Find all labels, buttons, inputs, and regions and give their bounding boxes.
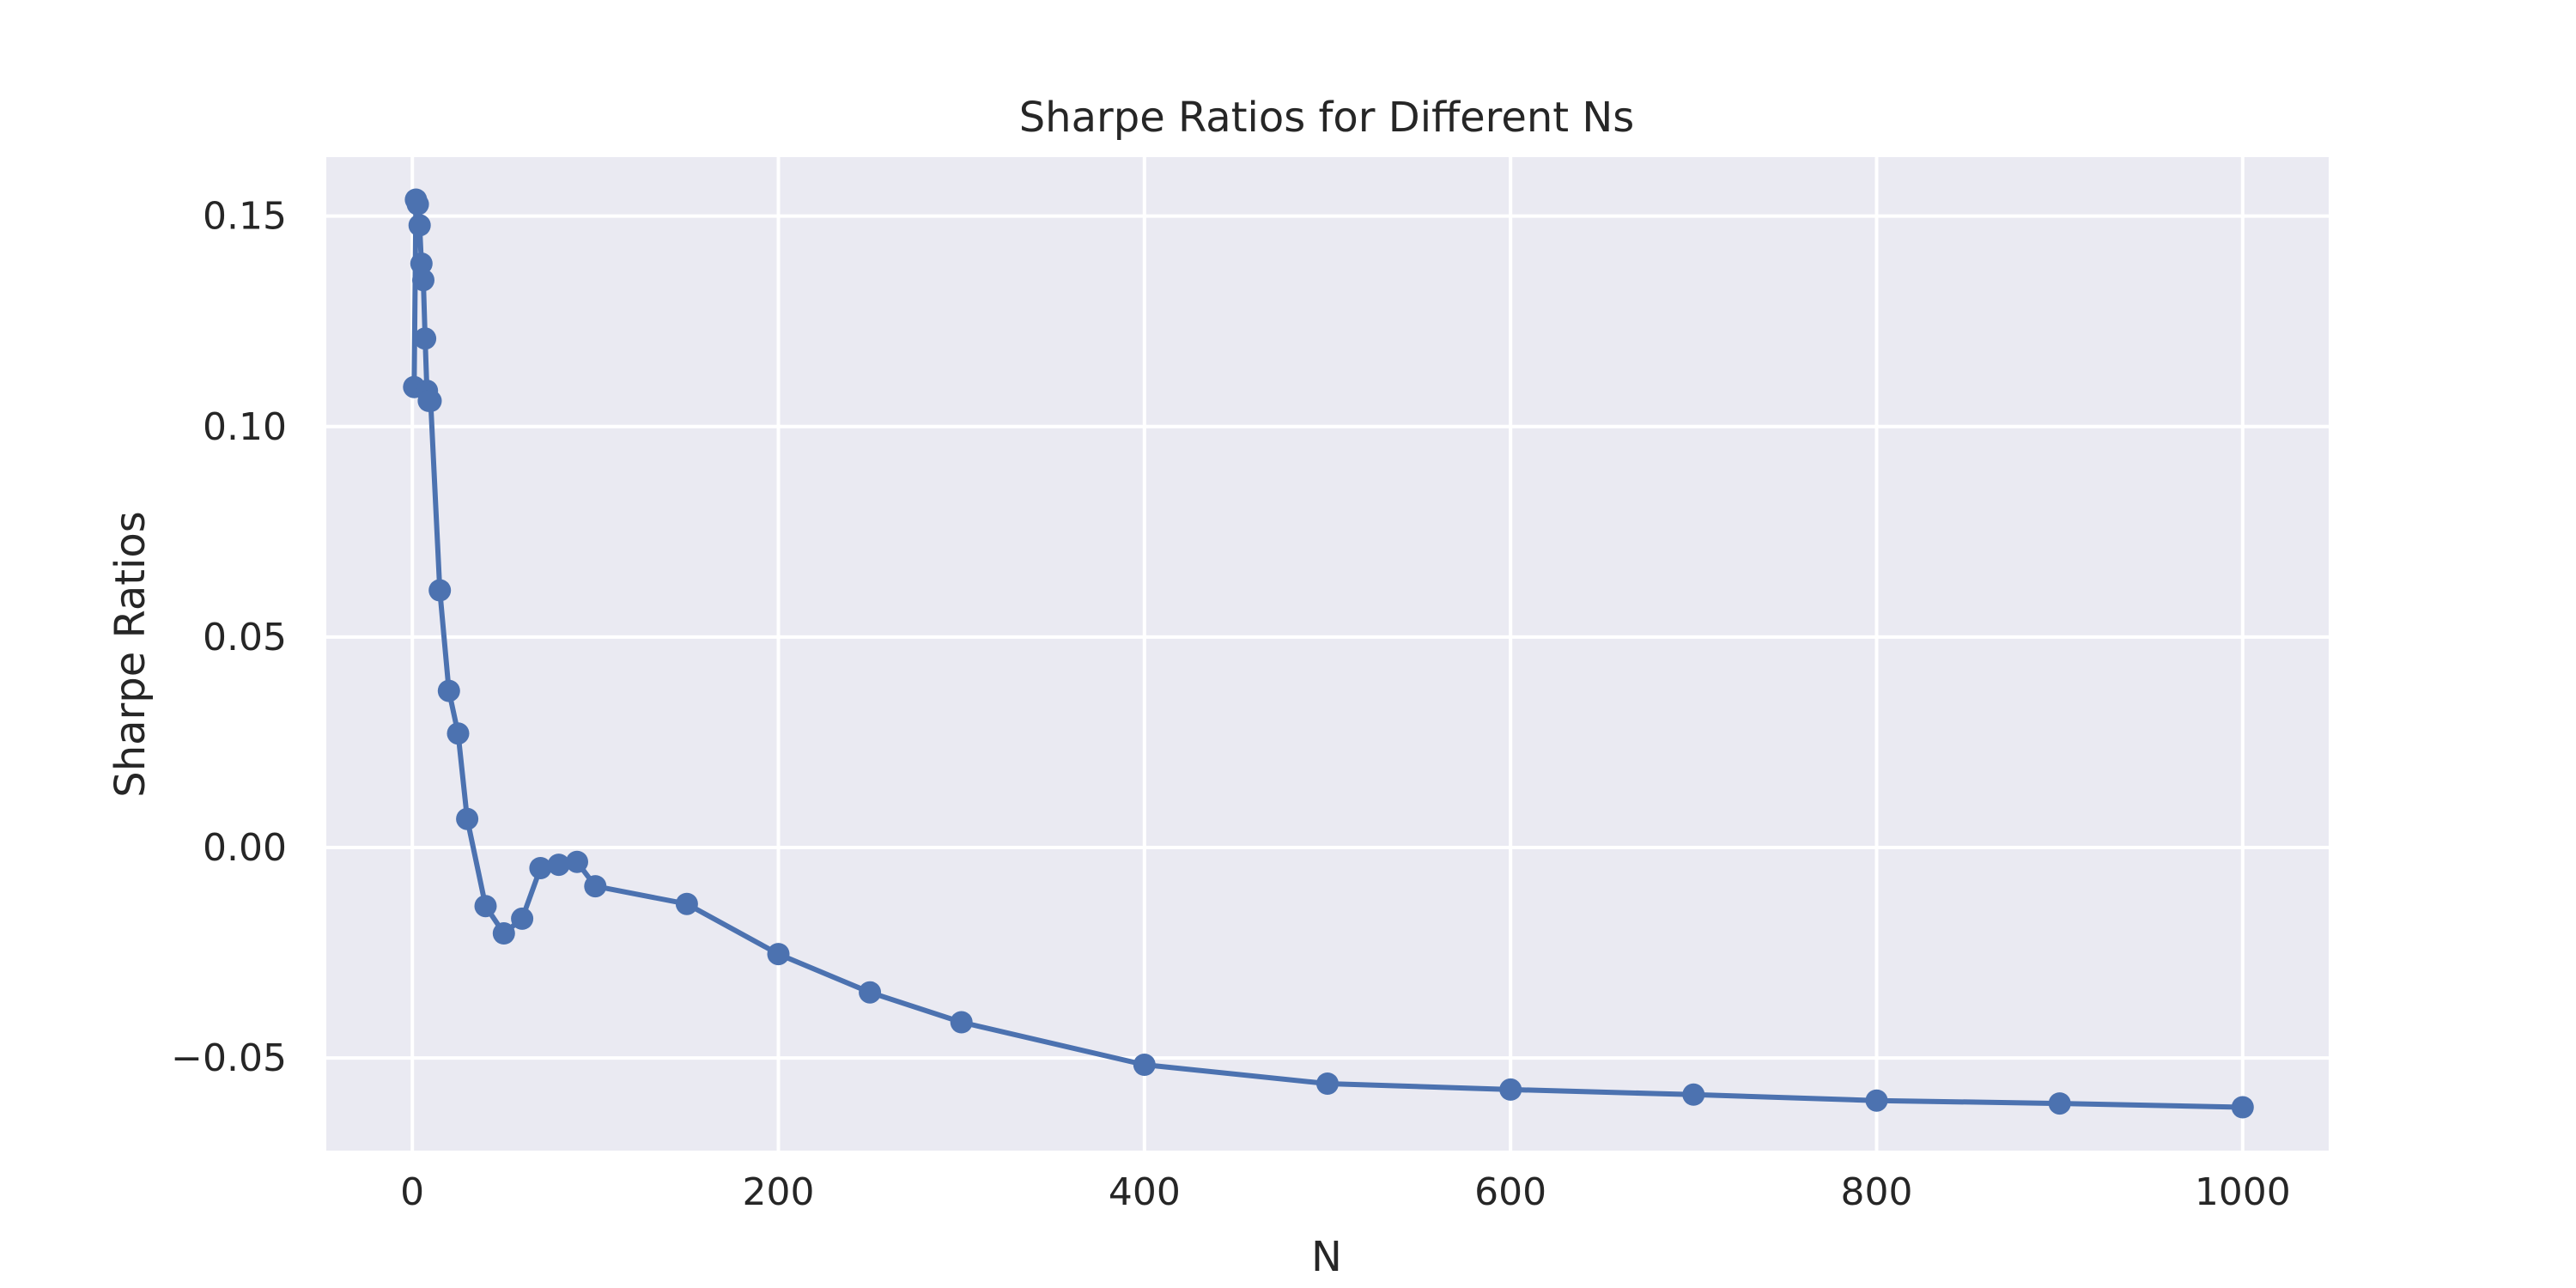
data-point: [419, 389, 442, 412]
x-axis-label: N: [1311, 1233, 1342, 1281]
data-point: [566, 850, 588, 873]
x-tick-label: 1000: [2195, 1170, 2291, 1214]
data-point: [492, 922, 515, 945]
data-point: [456, 807, 479, 830]
series: [403, 188, 2254, 1119]
y-tick-label: 0.00: [203, 826, 287, 870]
y-tick-label: 0.05: [203, 616, 287, 659]
x-tick-label: 600: [1474, 1170, 1546, 1214]
data-point: [1865, 1089, 1888, 1112]
data-point: [414, 327, 437, 350]
data-point: [406, 192, 429, 216]
data-point: [1316, 1072, 1339, 1095]
data-point: [767, 943, 790, 966]
y-tick-label: −0.05: [171, 1036, 287, 1080]
x-tick-label: 800: [1840, 1170, 1912, 1214]
data-point: [1133, 1054, 1156, 1076]
x-tick-label: 0: [400, 1170, 424, 1214]
x-tick-label: 200: [743, 1170, 815, 1214]
data-point: [1499, 1078, 1522, 1101]
data-point: [447, 722, 470, 745]
data-point: [584, 875, 607, 898]
data-point: [950, 1011, 973, 1034]
data-point: [511, 907, 534, 930]
data-point: [1682, 1083, 1705, 1106]
data-point: [2231, 1096, 2254, 1119]
data-point: [2048, 1092, 2071, 1115]
data-point: [437, 679, 460, 702]
y-tick-label: 0.10: [203, 405, 287, 449]
tick-labels: 0 200 400 600 800 1000 −0.05 0.00 0.05 0.10 0.15: [171, 195, 2291, 1214]
y-axis-label: Sharpe Ratios: [106, 511, 155, 798]
x-tick-label: 400: [1109, 1170, 1181, 1214]
data-point: [408, 214, 431, 237]
data-point: [529, 857, 552, 879]
y-tick-label: 0.15: [203, 195, 287, 239]
data-point: [410, 252, 433, 275]
data-point: [428, 579, 452, 602]
plot-area: [326, 157, 2329, 1151]
data-point: [547, 854, 570, 877]
chart-title: Sharpe Ratios for Different Ns: [1019, 94, 1635, 142]
grid: [326, 157, 2329, 1151]
data-point: [474, 895, 497, 918]
data-point: [412, 269, 434, 292]
data-point: [859, 981, 882, 1004]
data-point: [675, 892, 698, 915]
